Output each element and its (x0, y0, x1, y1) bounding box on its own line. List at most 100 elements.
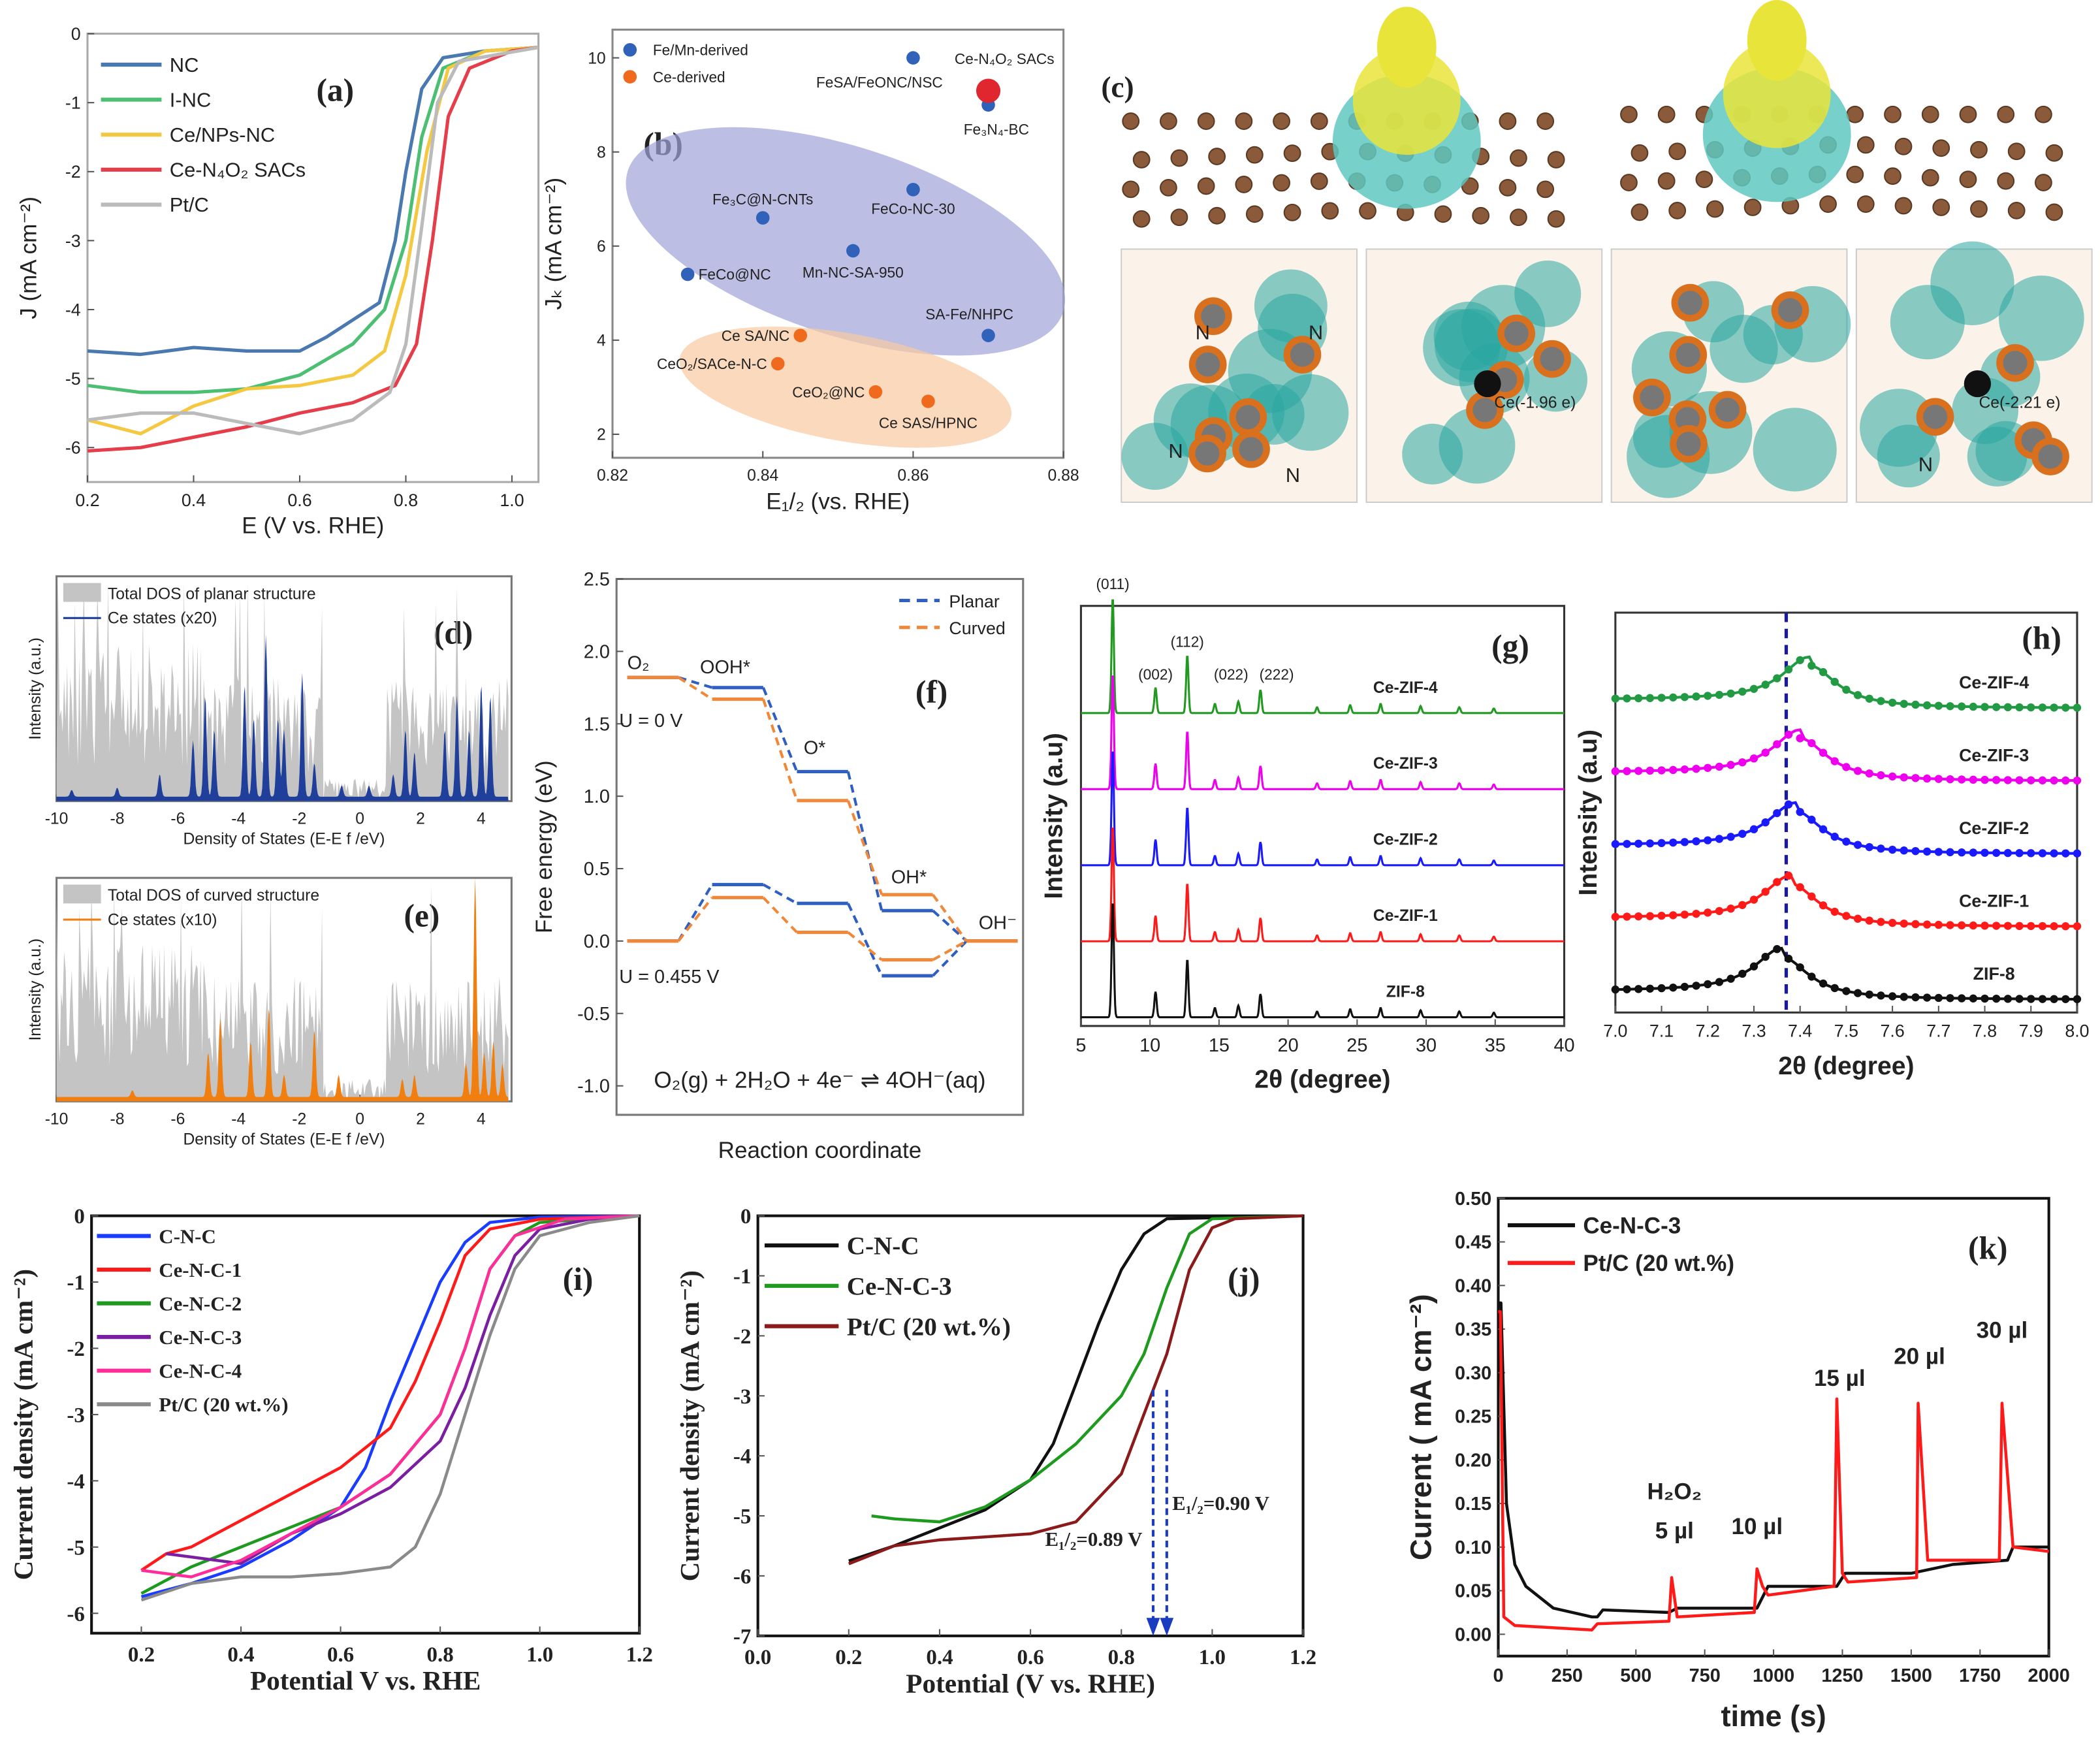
data-marker (1819, 667, 1828, 677)
data-marker (1830, 677, 1839, 686)
x-tick-label: 7.3 (1742, 1021, 1766, 1040)
series-line (87, 46, 539, 436)
atom-marker (2038, 444, 2063, 469)
point-label: CeO₂/SACe-N-C (657, 355, 767, 372)
x-tick-label: 0.8 (1108, 1646, 1135, 1669)
data-marker (2050, 703, 2058, 712)
y-axis-label: Free energy (eV) (532, 760, 557, 933)
x-tick-label: 1.0 (1199, 1646, 1226, 1669)
x-tick-label: 2 (416, 1110, 425, 1128)
charge-blob-yellow (1352, 47, 1461, 155)
data-marker (1773, 740, 1781, 748)
data-marker (1877, 771, 1885, 780)
panel-label: (a) (316, 72, 354, 108)
carbon-atom (1197, 112, 1215, 130)
data-marker (1807, 892, 1816, 901)
state-label: O* (804, 737, 826, 758)
data-marker (1957, 848, 1966, 857)
data-marker (1634, 767, 1643, 775)
data-marker (1773, 945, 1781, 954)
carbon-atom (1547, 210, 1565, 228)
data-marker (1669, 983, 1678, 992)
atom-marker (1675, 407, 1700, 432)
data-marker (1611, 985, 1620, 994)
plot-frame (90, 1214, 641, 1635)
data-marker (1922, 993, 1932, 1002)
x-tick-label: -2 (292, 810, 306, 828)
data-marker (1773, 878, 1781, 886)
data-marker (1623, 767, 1631, 775)
carbon-atom (1856, 195, 1875, 213)
series-label: Ce-ZIF-4 (1959, 673, 2029, 692)
carbon-atom (1819, 195, 1837, 213)
data-marker (2073, 995, 2082, 1004)
data-marker (1830, 757, 1839, 765)
data-marker (1611, 912, 1620, 922)
y-tick-label: 2.0 (584, 641, 610, 662)
carbon-atom (1197, 177, 1215, 195)
carbon-atom (1170, 149, 1188, 167)
legend-label: Ce states (x20) (108, 610, 217, 628)
data-marker (2061, 922, 2070, 931)
legend-label: Ce-N-C-2 (159, 1292, 242, 1315)
series-line (87, 46, 539, 453)
point-label: Ce SAS/HPNC (879, 415, 978, 432)
data-marker (2061, 849, 2070, 858)
carbon-atom (1283, 203, 1301, 221)
data-marker (1669, 838, 1678, 847)
data-marker (1934, 848, 1943, 856)
x-axis-label: Reaction coordinate (718, 1138, 922, 1163)
atom-marker (1678, 291, 1702, 315)
x-tick-label: 1.2 (1290, 1646, 1316, 1669)
atom-marker (1504, 321, 1529, 346)
data-marker (1761, 681, 1770, 689)
panel-c-label: (c) (1101, 71, 1134, 103)
legend-label: Pt/C (20 wt.%) (847, 1313, 1011, 1341)
data-marker (1900, 773, 1908, 782)
x-tick-label: 7.4 (1788, 1021, 1812, 1040)
data-marker (1796, 656, 1804, 664)
data-marker (2015, 776, 2024, 784)
carbon-atom (1921, 105, 1939, 123)
carbon-atom (1620, 174, 1638, 191)
data-marker (1865, 694, 1873, 703)
data-marker (1934, 993, 1943, 1003)
data-marker (1922, 774, 1932, 783)
data-marker (1853, 989, 1862, 997)
energy-connector (762, 896, 798, 934)
data-marker (1969, 848, 1978, 857)
point-label: SA-Fe/NHPC (925, 306, 1013, 323)
data-marker (1623, 912, 1631, 921)
energy-connector (677, 676, 713, 701)
carbon-atom (1970, 200, 1988, 218)
x-tick-label: -8 (110, 810, 124, 828)
x-tick-label: 0 (355, 1110, 364, 1128)
data-marker (1692, 692, 1700, 701)
legend-label: Pt/C (170, 193, 209, 216)
x-tick-label: 7.8 (1973, 1021, 1997, 1040)
x-tick-label: 4 (477, 1110, 486, 1128)
x-tick-label: 0.86 (897, 467, 929, 485)
data-marker (1715, 907, 1724, 916)
x-tick-label: 20 (1278, 1035, 1299, 1056)
x-tick-label: 40 (1553, 1035, 1574, 1056)
data-marker (2027, 995, 2035, 1003)
data-marker (2038, 922, 2047, 931)
plot-frame (756, 1214, 1305, 1637)
injection-label: H₂O₂ (1647, 1479, 1702, 1504)
carbon-atom (1122, 112, 1140, 130)
carbon-atom (1208, 148, 1226, 165)
panel-label: (g) (1491, 628, 1529, 664)
data-marker (1830, 984, 1839, 993)
data-marker (1992, 848, 2001, 858)
data-marker (1819, 979, 1828, 988)
data-marker (1715, 762, 1724, 771)
c-label-n4: N (1286, 464, 1300, 487)
carbon-atom (1273, 174, 1290, 192)
data-point (976, 78, 1001, 103)
panel-k: 0 250 500 750 1000 1250 1500 1750 2000 0.00 0.05 0.… (1404, 1189, 2069, 1733)
peak-label: (022) (1214, 666, 1249, 682)
data-marker (1957, 994, 1966, 1003)
carbon-atom (2007, 142, 2026, 161)
data-marker (1853, 767, 1862, 775)
